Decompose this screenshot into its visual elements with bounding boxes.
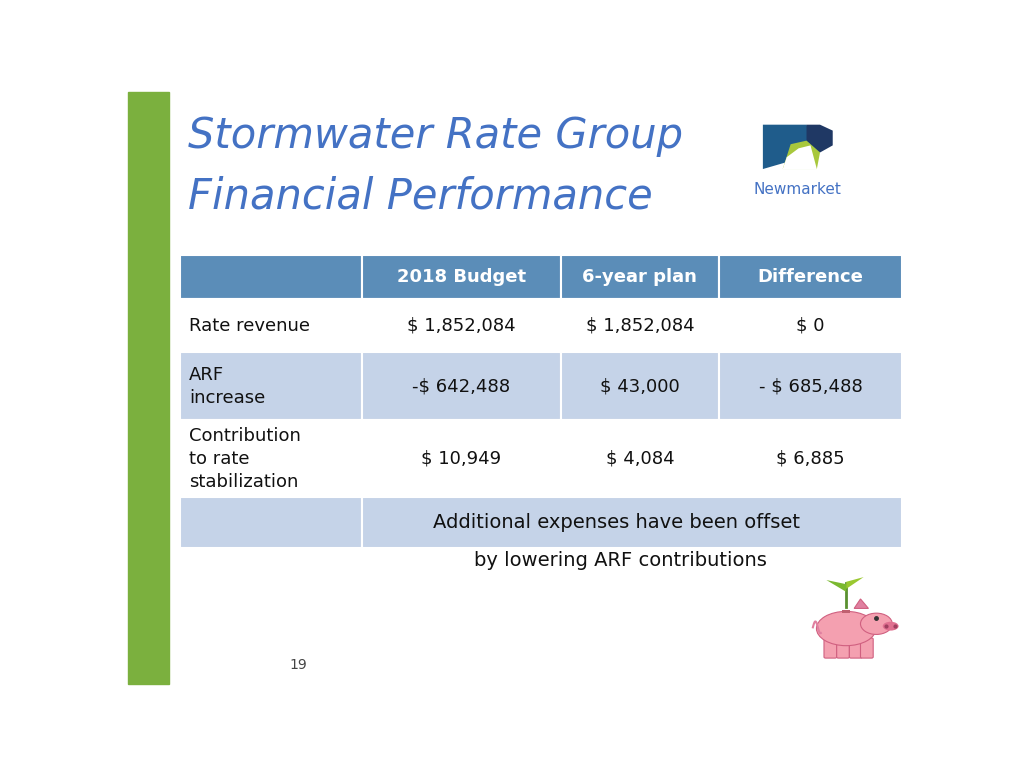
Text: -$ 642,488: -$ 642,488 xyxy=(413,377,510,396)
Text: 2018 Budget: 2018 Budget xyxy=(396,268,526,286)
Bar xyxy=(719,299,902,353)
Bar xyxy=(128,92,169,684)
Polygon shape xyxy=(782,141,820,169)
Text: $ 1,852,084: $ 1,852,084 xyxy=(407,316,516,335)
Ellipse shape xyxy=(883,622,899,631)
Bar xyxy=(179,497,362,548)
Polygon shape xyxy=(763,124,820,169)
Text: $ 0: $ 0 xyxy=(797,316,824,335)
FancyBboxPatch shape xyxy=(860,638,873,658)
Text: - $ 685,488: - $ 685,488 xyxy=(759,377,862,396)
Polygon shape xyxy=(846,577,863,589)
Text: Stormwater Rate Group
Financial Performance: Stormwater Rate Group Financial Performa… xyxy=(187,115,683,217)
Text: $ 1,852,084: $ 1,852,084 xyxy=(586,316,694,335)
Text: Newmarket: Newmarket xyxy=(754,182,842,197)
Text: $ 43,000: $ 43,000 xyxy=(600,377,680,396)
FancyBboxPatch shape xyxy=(849,638,862,658)
Text: by lowering ARF contributions: by lowering ARF contributions xyxy=(473,551,767,570)
Bar xyxy=(362,299,560,353)
Bar xyxy=(179,255,362,299)
Text: Contribution
to rate
stabilization: Contribution to rate stabilization xyxy=(189,427,301,491)
Bar xyxy=(362,255,560,299)
Bar xyxy=(560,255,719,299)
Bar xyxy=(719,420,902,497)
Bar xyxy=(179,353,362,420)
Bar xyxy=(179,420,362,497)
Bar xyxy=(560,353,719,420)
Bar xyxy=(842,611,850,613)
Ellipse shape xyxy=(816,611,876,646)
Bar xyxy=(560,420,719,497)
Bar xyxy=(362,353,560,420)
Text: 6-year plan: 6-year plan xyxy=(583,268,697,286)
Text: $ 6,885: $ 6,885 xyxy=(776,450,845,468)
Polygon shape xyxy=(782,145,817,169)
Polygon shape xyxy=(854,599,868,608)
Text: $ 4,084: $ 4,084 xyxy=(605,450,674,468)
Bar xyxy=(719,255,902,299)
Polygon shape xyxy=(826,580,846,592)
Text: Additional expenses have been offset: Additional expenses have been offset xyxy=(432,513,800,532)
Text: ARF
increase: ARF increase xyxy=(189,366,265,407)
Bar xyxy=(719,353,902,420)
Text: Difference: Difference xyxy=(758,268,863,286)
FancyBboxPatch shape xyxy=(837,638,849,658)
Polygon shape xyxy=(807,124,833,153)
Ellipse shape xyxy=(860,613,892,634)
Bar xyxy=(362,497,902,548)
FancyBboxPatch shape xyxy=(824,638,837,658)
Text: 19: 19 xyxy=(290,657,307,671)
Text: $ 10,949: $ 10,949 xyxy=(421,450,502,468)
Text: Rate revenue: Rate revenue xyxy=(189,316,310,335)
Bar xyxy=(560,299,719,353)
Bar xyxy=(179,299,362,353)
Bar xyxy=(362,420,560,497)
